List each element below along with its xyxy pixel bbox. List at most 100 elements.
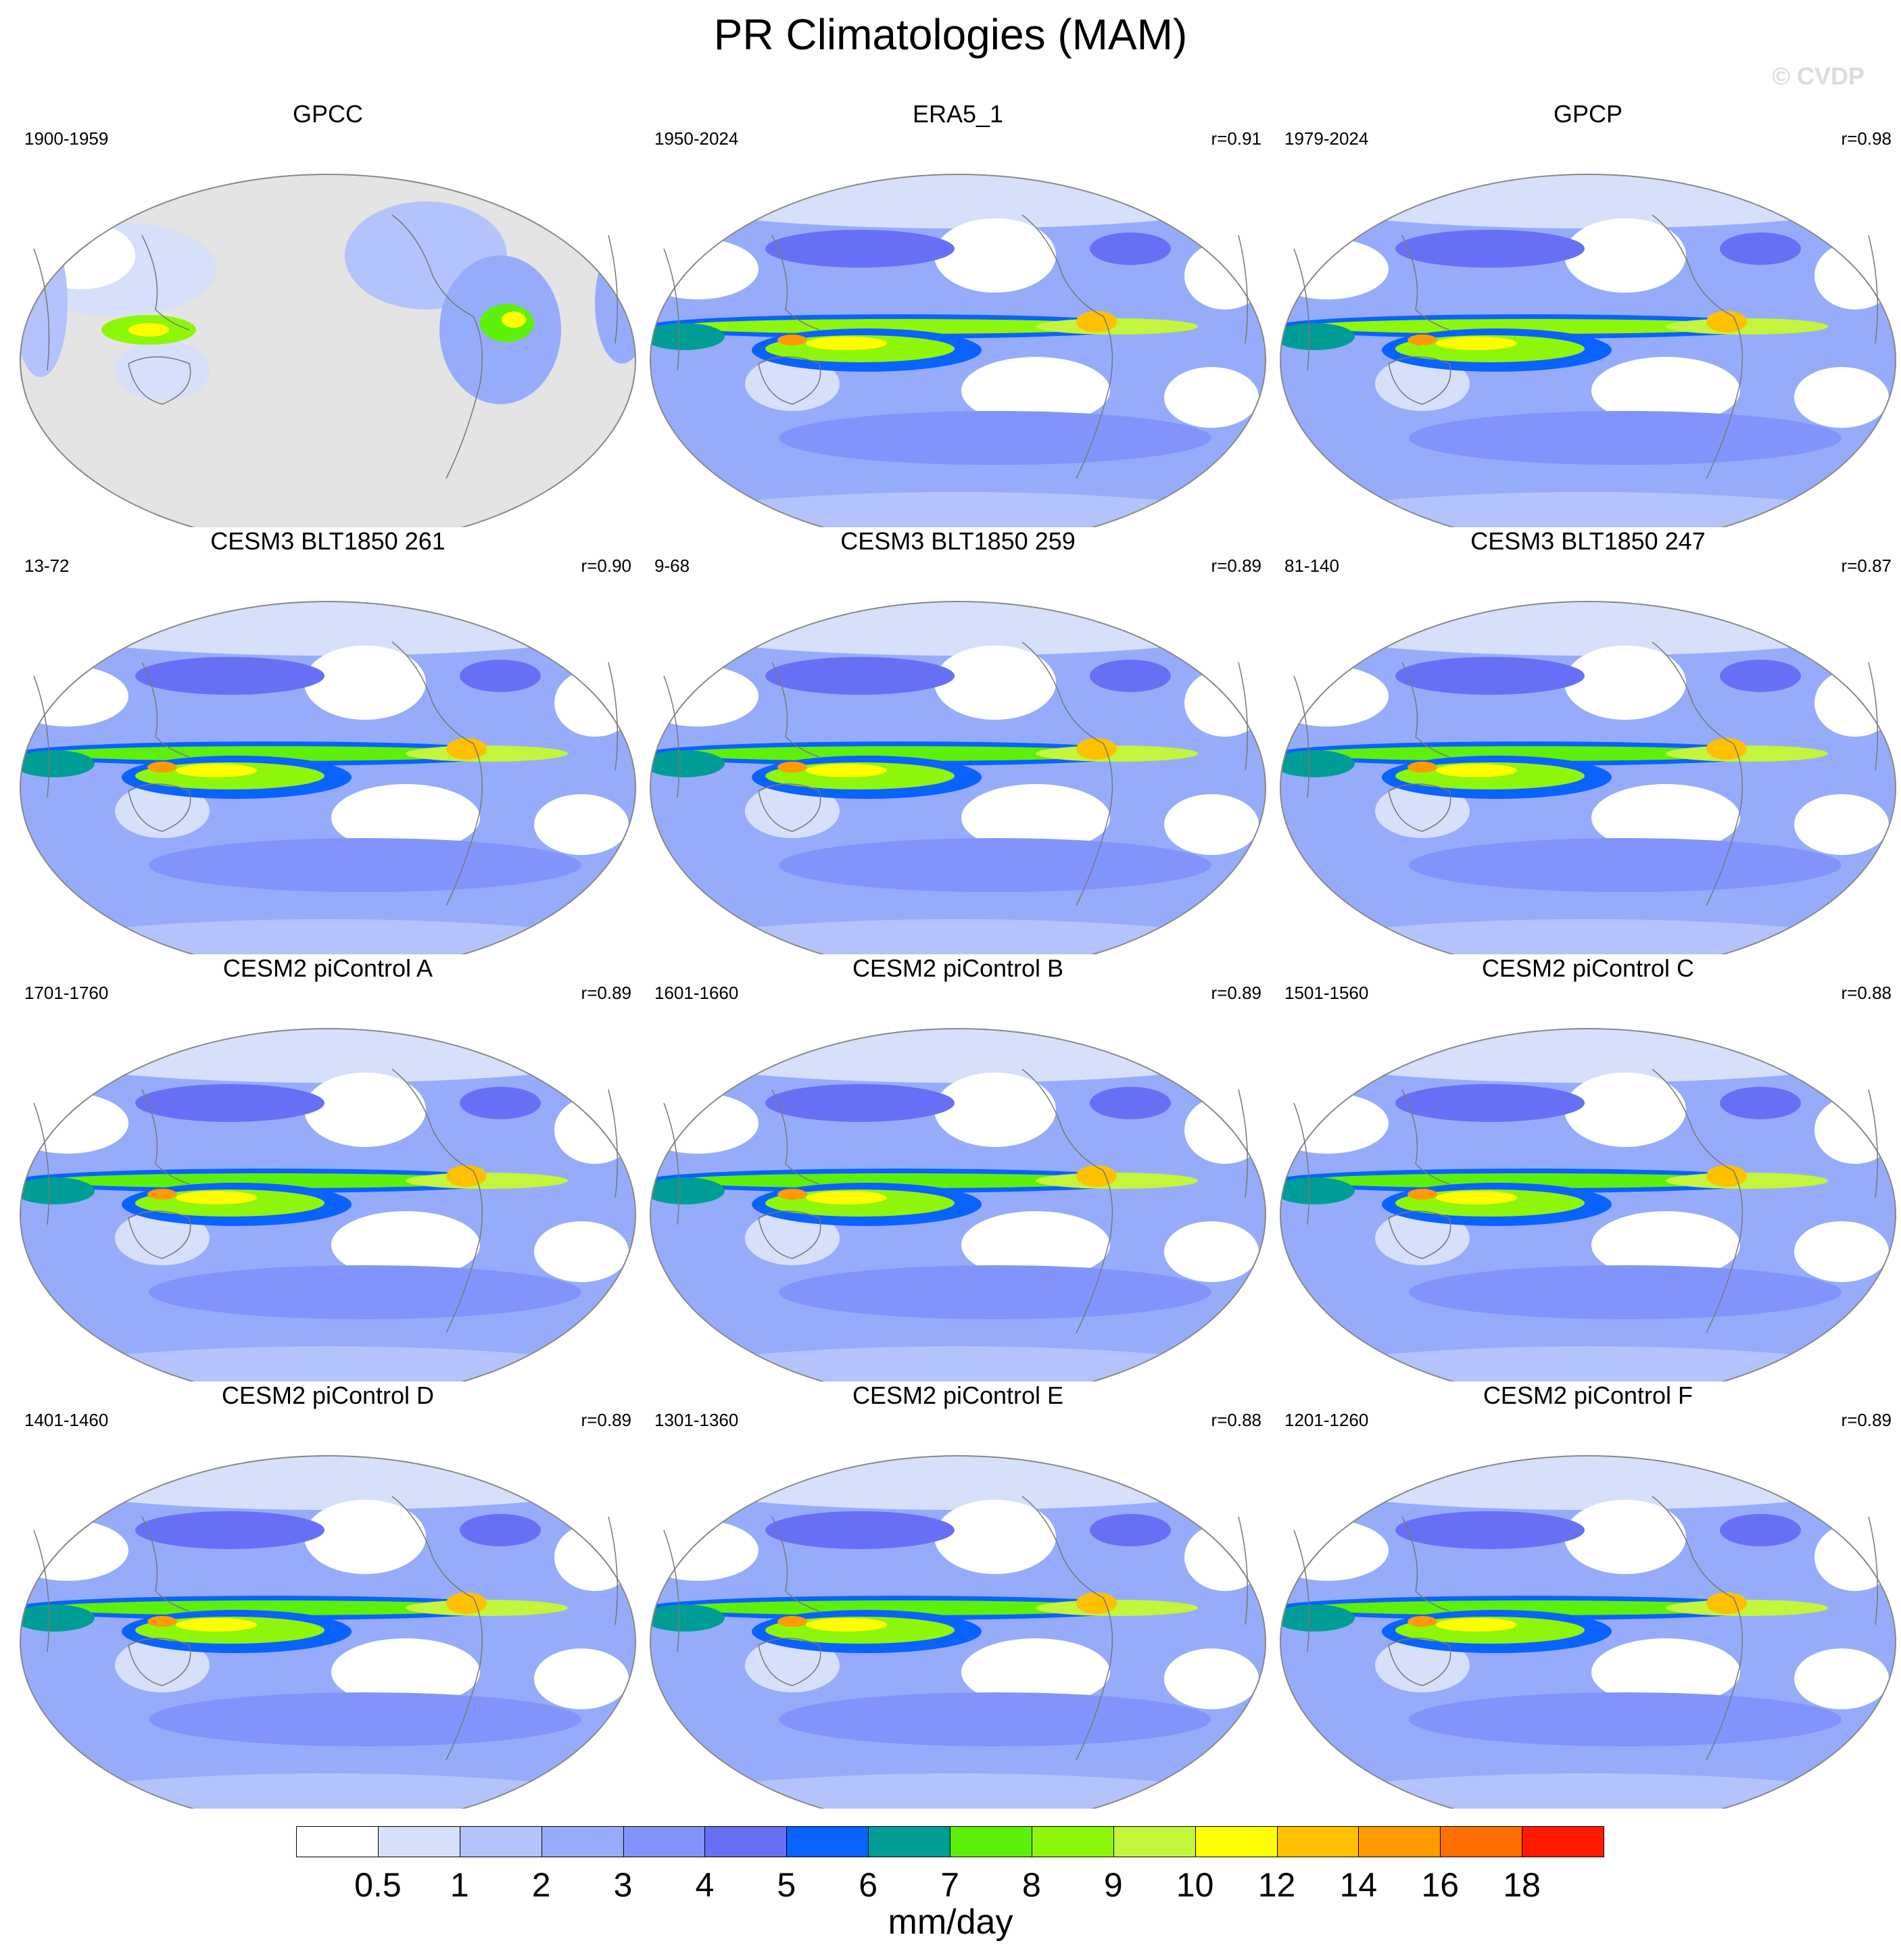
warm-pool-core (806, 1618, 887, 1632)
precip-field (650, 1029, 1266, 1381)
colorbar-tick-label: 7 (940, 1866, 959, 1904)
atlantic-itcz (1036, 1600, 1198, 1616)
map-svg (20, 1028, 636, 1381)
australia (115, 784, 210, 838)
amazon-max (1706, 311, 1747, 333)
map-svg (1280, 174, 1896, 527)
coastline (1401, 1516, 1450, 1612)
antarctic-band (650, 1773, 1266, 1809)
pacific-storm-track (765, 657, 955, 695)
panel-period: 1601-1660 (654, 983, 739, 1003)
precip-field (20, 1456, 635, 1809)
southern-storm-track (149, 1692, 581, 1746)
coastline (1293, 1529, 1310, 1652)
colorbar-box (1522, 1826, 1604, 1857)
warm-pool-core (1436, 1191, 1517, 1204)
map-panel: CESM2 piControl B 1601-1660 r=0.89 (644, 954, 1272, 1381)
coastline (1238, 1516, 1249, 1625)
colorbar-tick-label: 16 (1421, 1866, 1460, 1904)
panel-period: 1401-1460 (24, 1410, 109, 1430)
antarctic-band (1280, 492, 1896, 527)
amazon-max (446, 1165, 487, 1187)
map-border (1280, 1028, 1896, 1381)
coastline (1652, 214, 1743, 479)
colorbar-tick-label: 4 (695, 1866, 715, 1904)
coastline (608, 1089, 619, 1198)
colorbar (296, 1826, 1604, 1859)
arctic-dry (20, 1029, 635, 1083)
colorbar-box (459, 1826, 542, 1857)
coastline (1293, 1102, 1310, 1225)
panel-correlation: r=0.89 (1841, 1410, 1892, 1430)
arctic-dry (1280, 1029, 1896, 1083)
colorbar-box (623, 1826, 706, 1857)
colorbar-tick-label: 18 (1503, 1866, 1541, 1904)
map-panel: CESM2 piControl E 1301-1360 r=0.88 (644, 1381, 1272, 1809)
north-atlantic-dry (1814, 242, 1896, 310)
colorbar-tick-label: 14 (1339, 1866, 1378, 1904)
panel-correlation: r=0.98 (1841, 128, 1892, 149)
coastline (1021, 1069, 1113, 1333)
colorbar-tick-label: 9 (1103, 1866, 1123, 1904)
coastline (1388, 1638, 1451, 1686)
arctic-dry (650, 1029, 1266, 1083)
atlantic-itcz (1666, 318, 1828, 335)
coastline (128, 1638, 191, 1686)
southern-storm-track (149, 1265, 581, 1319)
north-pacific-dry (1564, 1500, 1686, 1574)
warm-pool-max (777, 762, 807, 773)
antarctic-band (1280, 919, 1896, 954)
panel-period: 1301-1360 (654, 1410, 739, 1430)
arctic-dry (650, 174, 1266, 228)
coastline (1238, 662, 1249, 771)
panel-title: CESM3 BLT1850 247 (1470, 527, 1706, 555)
coastline (758, 356, 821, 405)
map-svg (20, 601, 636, 954)
amazon-max (1706, 1165, 1747, 1187)
coastline (1868, 662, 1879, 771)
coastline (1652, 1496, 1743, 1761)
south-atlantic-dry (1164, 794, 1259, 855)
arctic-dry (1280, 1456, 1896, 1510)
australia (745, 1211, 840, 1265)
colorbar-tick-label: 12 (1257, 1866, 1296, 1904)
panel-period: 1201-1260 (1284, 1410, 1369, 1430)
map-border (20, 1455, 636, 1809)
coastline (1388, 783, 1451, 832)
warm-pool-max (147, 762, 177, 773)
panel-title: CESM2 piControl A (222, 954, 433, 982)
warm-pool-core (1436, 337, 1517, 350)
australia (745, 784, 840, 838)
warm-pool-max (1407, 335, 1437, 345)
itcz (1301, 1173, 1760, 1188)
pacific-storm-track (765, 1511, 955, 1549)
indian-ocean-band (1280, 1604, 1355, 1632)
warm-pool-core (806, 764, 887, 777)
coastline (1652, 641, 1743, 906)
map-svg (650, 174, 1266, 527)
indian-ocean-band (20, 1604, 95, 1632)
atlantic-storm-track (460, 660, 541, 692)
coastline (608, 662, 619, 771)
precip-field (650, 1456, 1266, 1809)
australia (1375, 784, 1470, 838)
map-border (1280, 601, 1896, 954)
atlantic-storm-track (1090, 232, 1171, 265)
warm-pool-max (777, 1189, 807, 1200)
north-pacific-dry (934, 218, 1056, 293)
indian-ocean-band (20, 750, 95, 777)
southern-storm-track (1409, 1265, 1842, 1319)
colorbar-tick-label: 3 (613, 1866, 633, 1904)
coastline (771, 1089, 820, 1185)
north-pacific-dry (934, 1500, 1056, 1574)
coastline (771, 662, 820, 758)
antarctic-band (1280, 1346, 1896, 1381)
colorbar-box (377, 1826, 460, 1857)
panel-correlation: r=0.88 (1841, 983, 1892, 1003)
australia (1375, 1211, 1470, 1265)
itcz (671, 1600, 1130, 1615)
north-atlantic-dry (554, 1523, 635, 1591)
north-pacific-dry (304, 1073, 426, 1147)
panel-title: CESM3 BLT1850 259 (840, 527, 1076, 555)
south-atlantic-dry (1794, 794, 1889, 855)
